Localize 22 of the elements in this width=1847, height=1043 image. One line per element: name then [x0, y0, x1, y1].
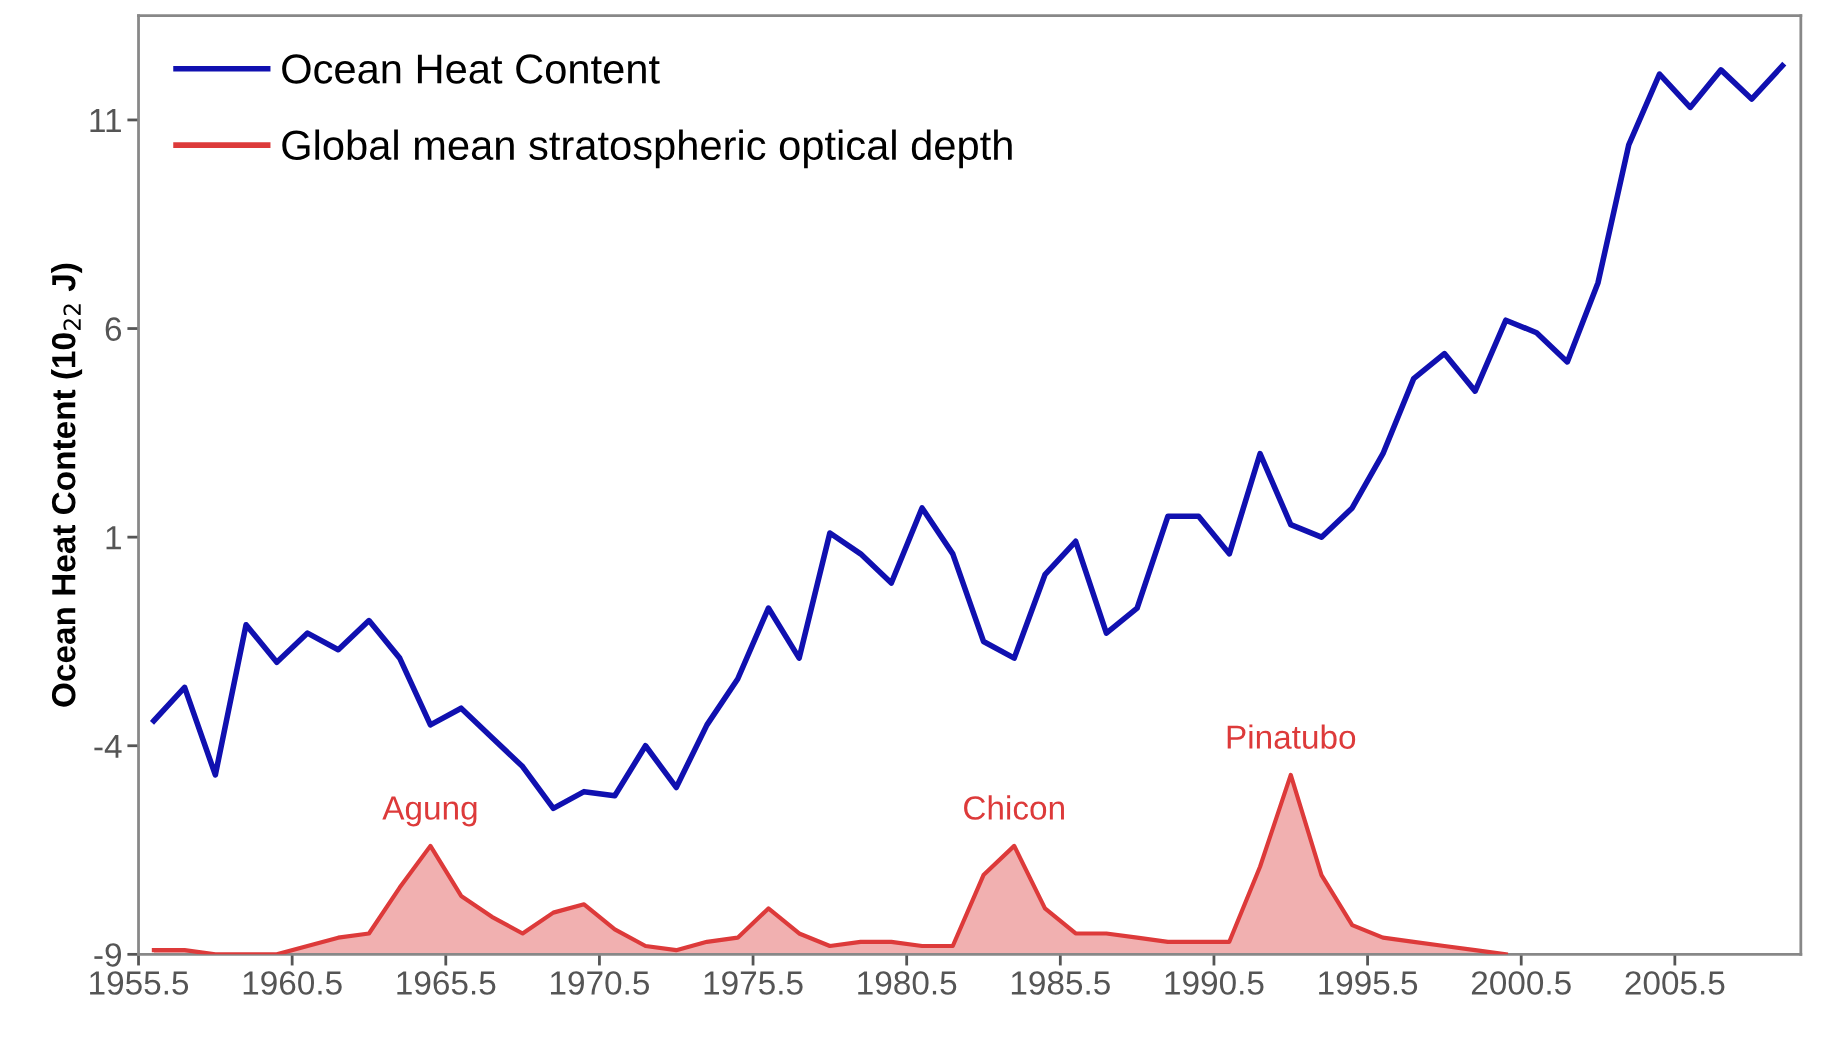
y-tick-label: 1 [106, 526, 121, 550]
x-tick-label: 1955.5 [90, 971, 189, 995]
x-tick-label: 1960.5 [243, 971, 342, 995]
x-tick-label: 2000.5 [1471, 971, 1571, 995]
y-tick-label: -9 [94, 943, 121, 967]
x-tick-label: 1990.5 [1165, 971, 1264, 995]
x-tick-label: 1965.5 [397, 971, 496, 995]
annotation: Agung [382, 796, 477, 827]
x-tick-label: 1970.5 [550, 971, 650, 995]
x-tick-label: 1995.5 [1319, 971, 1418, 995]
y-tick-label: 6 [105, 317, 122, 341]
y-tick-label: 11 [90, 109, 121, 133]
y-axis-title: Ocean Heat Content (10$_{22}$ J) [51, 263, 83, 707]
legend-label: Global mean stratospheric optical depth [282, 129, 1012, 169]
x-tick-label: 1985.5 [1011, 971, 1110, 995]
x-tick-label: 1975.5 [704, 971, 803, 995]
legend-label: Ocean Heat Content [282, 54, 660, 84]
x-tick-label: 1980.5 [858, 971, 957, 995]
annotation: Pinatubo [1227, 724, 1356, 749]
x-tick-label: 2005.5 [1625, 971, 1725, 995]
y-tick-label: -4 [94, 734, 122, 758]
annotation: Chicon [964, 795, 1064, 820]
